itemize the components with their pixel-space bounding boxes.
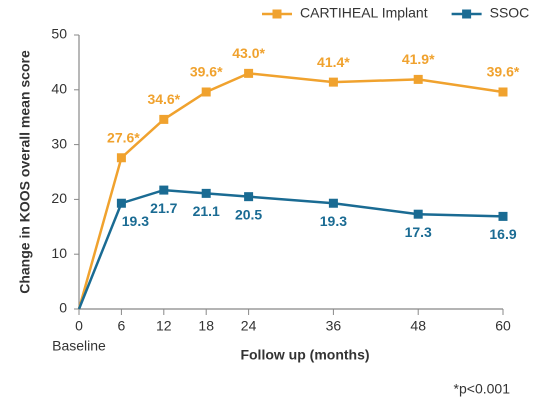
value-label: 19.3 [320, 213, 347, 229]
y-tick-label: 30 [51, 135, 67, 151]
x-tick-label: 60 [495, 318, 511, 334]
x-tick-label: 18 [198, 318, 214, 334]
x-tick-label: 0 [75, 318, 83, 334]
marker [116, 153, 126, 163]
marker [328, 198, 338, 208]
value-label: 41.4* [317, 54, 350, 70]
value-label: 27.6* [107, 129, 140, 145]
marker [413, 209, 423, 219]
y-tick-label: 0 [59, 300, 67, 316]
x-tick-label: 36 [326, 318, 342, 334]
value-label: 41.9* [402, 51, 435, 67]
marker [159, 185, 169, 195]
series-line [77, 72, 504, 310]
value-label: 39.6* [487, 64, 520, 80]
x-tick-label: 6 [118, 318, 126, 334]
x-tick-label: 24 [241, 318, 257, 334]
marker [498, 211, 508, 221]
legend-label: SSOC [490, 5, 530, 21]
marker [244, 68, 254, 78]
marker [201, 87, 211, 97]
x-tick-label: 48 [410, 318, 426, 334]
value-label: 19.3 [122, 213, 149, 229]
marker [413, 74, 423, 84]
value-label: 16.9 [489, 226, 516, 242]
marker [244, 192, 254, 202]
value-label: 34.6* [147, 91, 180, 107]
marker [201, 188, 211, 198]
y-tick-label: 10 [51, 245, 67, 261]
marker [328, 77, 338, 87]
value-label: 39.6* [190, 64, 223, 80]
x-axis-label: Follow up (months) [240, 347, 369, 363]
legend-swatch-marker [462, 9, 472, 19]
footnote: *p<0.001 [454, 381, 511, 397]
y-tick-label: 40 [51, 81, 67, 97]
legend-label: CARTIHEAL Implant [300, 5, 428, 21]
y-tick-label: 20 [51, 190, 67, 206]
marker [159, 114, 169, 124]
x-tick-label: 12 [156, 318, 172, 334]
legend-swatch-marker [272, 9, 282, 19]
baseline-label: Baseline [52, 338, 106, 354]
value-label: 21.7 [150, 200, 177, 216]
value-label: 21.1 [193, 203, 220, 219]
value-label: 43.0* [232, 45, 265, 61]
value-label: 20.5 [235, 206, 262, 222]
value-label: 17.3 [405, 224, 432, 240]
marker [498, 87, 508, 97]
series-line [77, 188, 504, 310]
y-tick-label: 50 [51, 26, 67, 42]
marker [116, 198, 126, 208]
y-axis-label: Change in KOOS overall mean score [17, 50, 33, 294]
